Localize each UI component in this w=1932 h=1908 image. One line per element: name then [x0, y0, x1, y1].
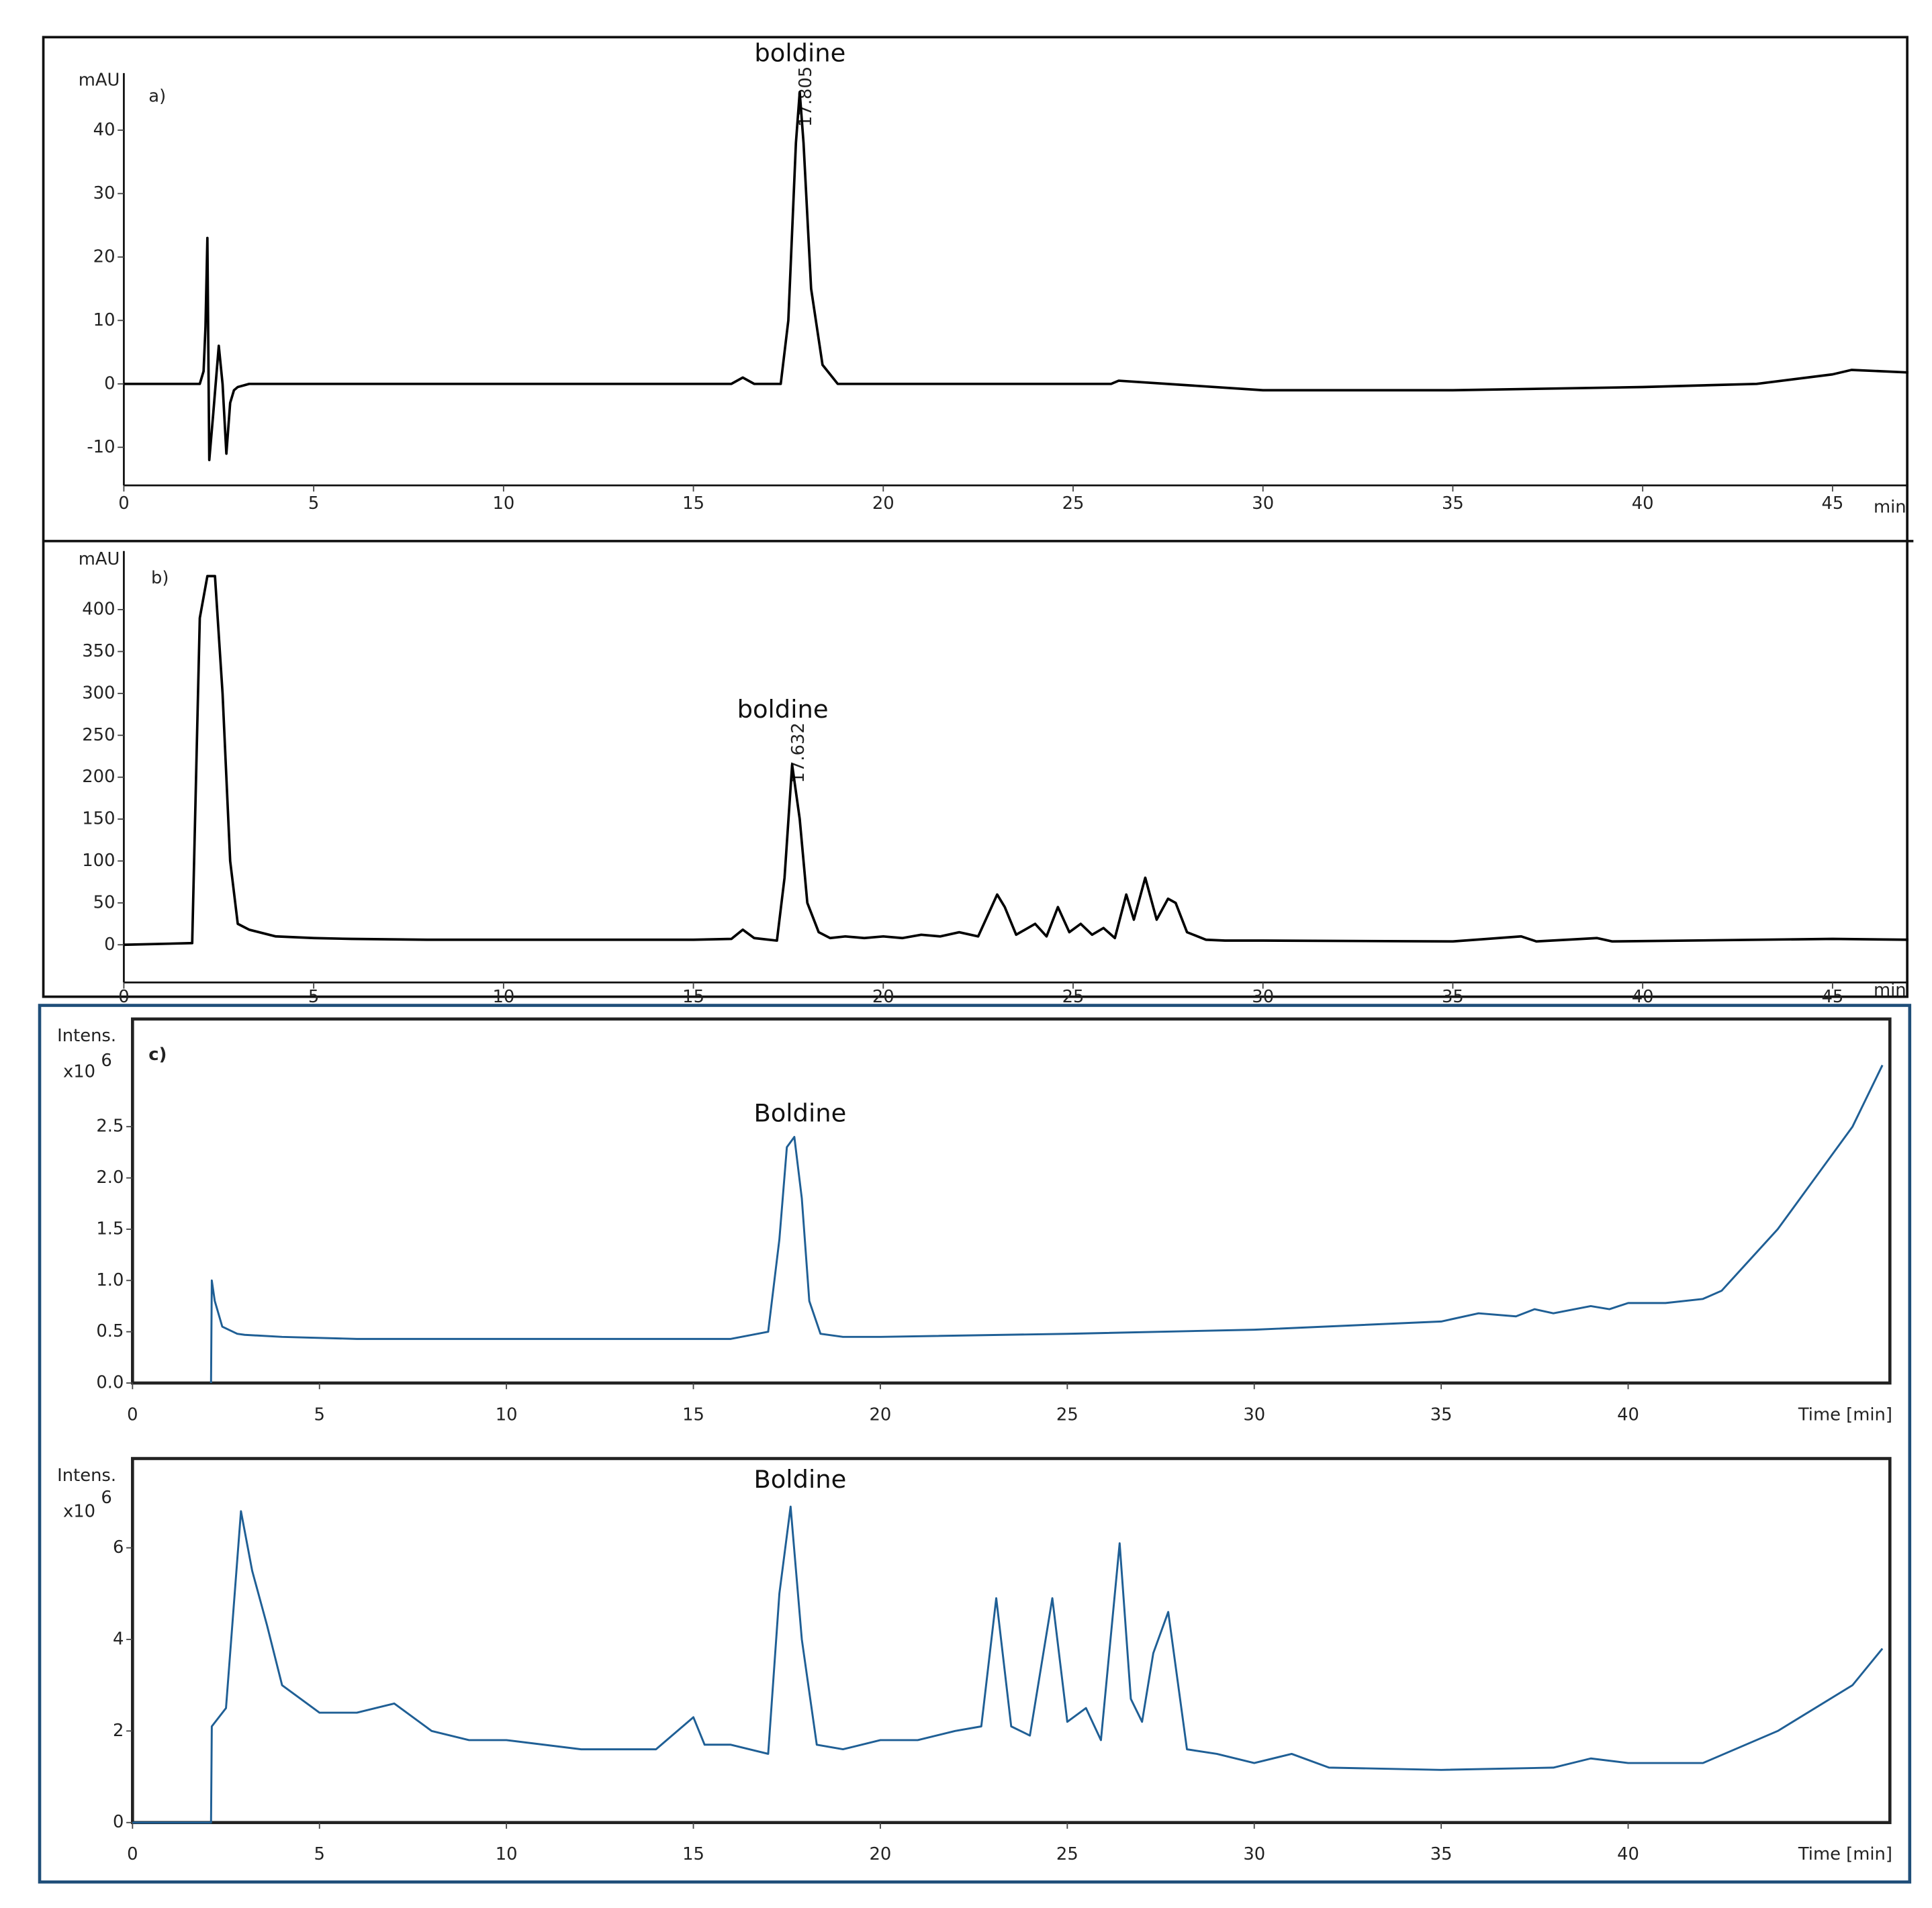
y-tick-label: 0.5 — [96, 1321, 124, 1341]
y-tick-label: 40 — [93, 120, 116, 140]
x-tick-label: 0 — [118, 493, 129, 514]
x-tick-label: 25 — [1062, 987, 1085, 1007]
x-tick-label: 10 — [496, 1844, 518, 1864]
y-tick-label: 10 — [93, 310, 116, 330]
x-tick-label: 45 — [1821, 493, 1843, 514]
y-tick-label: 200 — [82, 767, 115, 787]
x-tick-label: 25 — [1056, 1404, 1078, 1425]
y-tick-label: 50 — [93, 892, 116, 912]
trace — [132, 1505, 1884, 1824]
x-tick-label: 5 — [308, 987, 319, 1007]
x-tick-label: 20 — [870, 1844, 892, 1864]
x-tick-label: 5 — [314, 1404, 325, 1425]
y-tick-label: 150 — [82, 809, 115, 829]
y-tick-label: 20 — [93, 246, 116, 267]
y-tick-label: 4 — [113, 1629, 124, 1649]
annotation: boldine — [754, 39, 845, 68]
ylabel: Intens. — [57, 1026, 116, 1046]
annotation: Boldine — [753, 1098, 846, 1127]
y-tick-label: 300 — [82, 683, 115, 703]
xlabel: Time [min] — [1798, 1404, 1892, 1425]
y-exponent: 6 — [101, 1051, 111, 1071]
x-tick-label: 25 — [1056, 1844, 1078, 1864]
x-tick-label: 40 — [1632, 493, 1654, 514]
trace — [124, 575, 1908, 947]
y-tick-label: 1.5 — [96, 1219, 124, 1239]
ylabel: mAU — [79, 70, 120, 90]
panel-label: a) — [148, 86, 166, 106]
y-exponent: 6 — [101, 1488, 111, 1508]
x-tick-label: 30 — [1243, 1404, 1265, 1425]
y-tick-label: -10 — [87, 437, 115, 457]
x-tick-label: 35 — [1430, 1404, 1453, 1425]
x-tick-label: 40 — [1632, 987, 1654, 1007]
y-tick-label: 0 — [104, 935, 115, 955]
panel-label: c) — [148, 1045, 167, 1065]
x-tick-label: 40 — [1617, 1844, 1639, 1864]
y-tick-label: 30 — [93, 183, 116, 203]
y-tick-label: 0.0 — [96, 1373, 124, 1393]
ylabel: Intens. — [57, 1466, 116, 1486]
x-tick-label: 35 — [1442, 987, 1464, 1007]
x-tick-label: 5 — [308, 493, 319, 514]
x-tick-label: 45 — [1821, 987, 1843, 1007]
x-tick-label: 20 — [872, 987, 894, 1007]
plot-frame — [131, 1457, 1892, 1825]
x-tick-label: 10 — [492, 493, 514, 514]
y-tick-label: 1.0 — [96, 1270, 124, 1290]
x-tick-label: 10 — [492, 987, 514, 1007]
y-multiplier: x10 — [63, 1501, 95, 1521]
x-tick-label: 15 — [682, 987, 704, 1007]
x-tick-label: 0 — [118, 987, 129, 1007]
x-tick-label: 30 — [1243, 1844, 1265, 1864]
x-tick-label: 30 — [1252, 493, 1274, 514]
x-tick-label: 25 — [1062, 493, 1085, 514]
y-tick-label: 6 — [113, 1537, 124, 1558]
x-tick-label: 35 — [1430, 1844, 1453, 1864]
y-tick-label: 0 — [104, 373, 115, 393]
x-tick-label: 0 — [127, 1404, 138, 1425]
y-multiplier: x10 — [63, 1062, 95, 1082]
xlabel: min — [1874, 980, 1906, 1000]
x-tick-label: 0 — [127, 1844, 138, 1864]
x-tick-label: 15 — [682, 1844, 704, 1864]
xlabel: min — [1874, 497, 1906, 518]
plot-frame — [131, 1017, 1892, 1385]
trace — [124, 91, 1909, 462]
panel-label: b) — [151, 568, 169, 588]
x-tick-label: 40 — [1617, 1404, 1639, 1425]
frame-c — [38, 1004, 1912, 1884]
x-tick-label: 5 — [314, 1844, 325, 1864]
y-tick-label: 250 — [82, 725, 115, 745]
y-tick-label: 400 — [82, 600, 115, 620]
x-tick-label: 20 — [870, 1404, 892, 1425]
x-tick-label: 15 — [682, 493, 704, 514]
x-tick-label: 35 — [1442, 493, 1464, 514]
y-tick-label: 2.5 — [96, 1116, 124, 1137]
xlabel: Time [min] — [1798, 1844, 1892, 1864]
frame-ab — [42, 36, 1908, 998]
x-tick-label: 10 — [496, 1404, 518, 1425]
annotation: Boldine — [753, 1465, 846, 1494]
y-tick-label: 2.0 — [96, 1167, 124, 1188]
annotation: boldine — [737, 695, 829, 724]
y-tick-label: 350 — [82, 641, 115, 661]
y-tick-label: 100 — [82, 851, 115, 871]
ylabel: mAU — [79, 549, 120, 569]
x-tick-label: 20 — [872, 493, 894, 514]
y-tick-label: 2 — [113, 1721, 124, 1741]
x-tick-label: 30 — [1252, 987, 1274, 1007]
trace — [210, 1064, 1884, 1384]
x-tick-label: 15 — [682, 1404, 704, 1425]
y-tick-label: 0 — [113, 1812, 124, 1832]
